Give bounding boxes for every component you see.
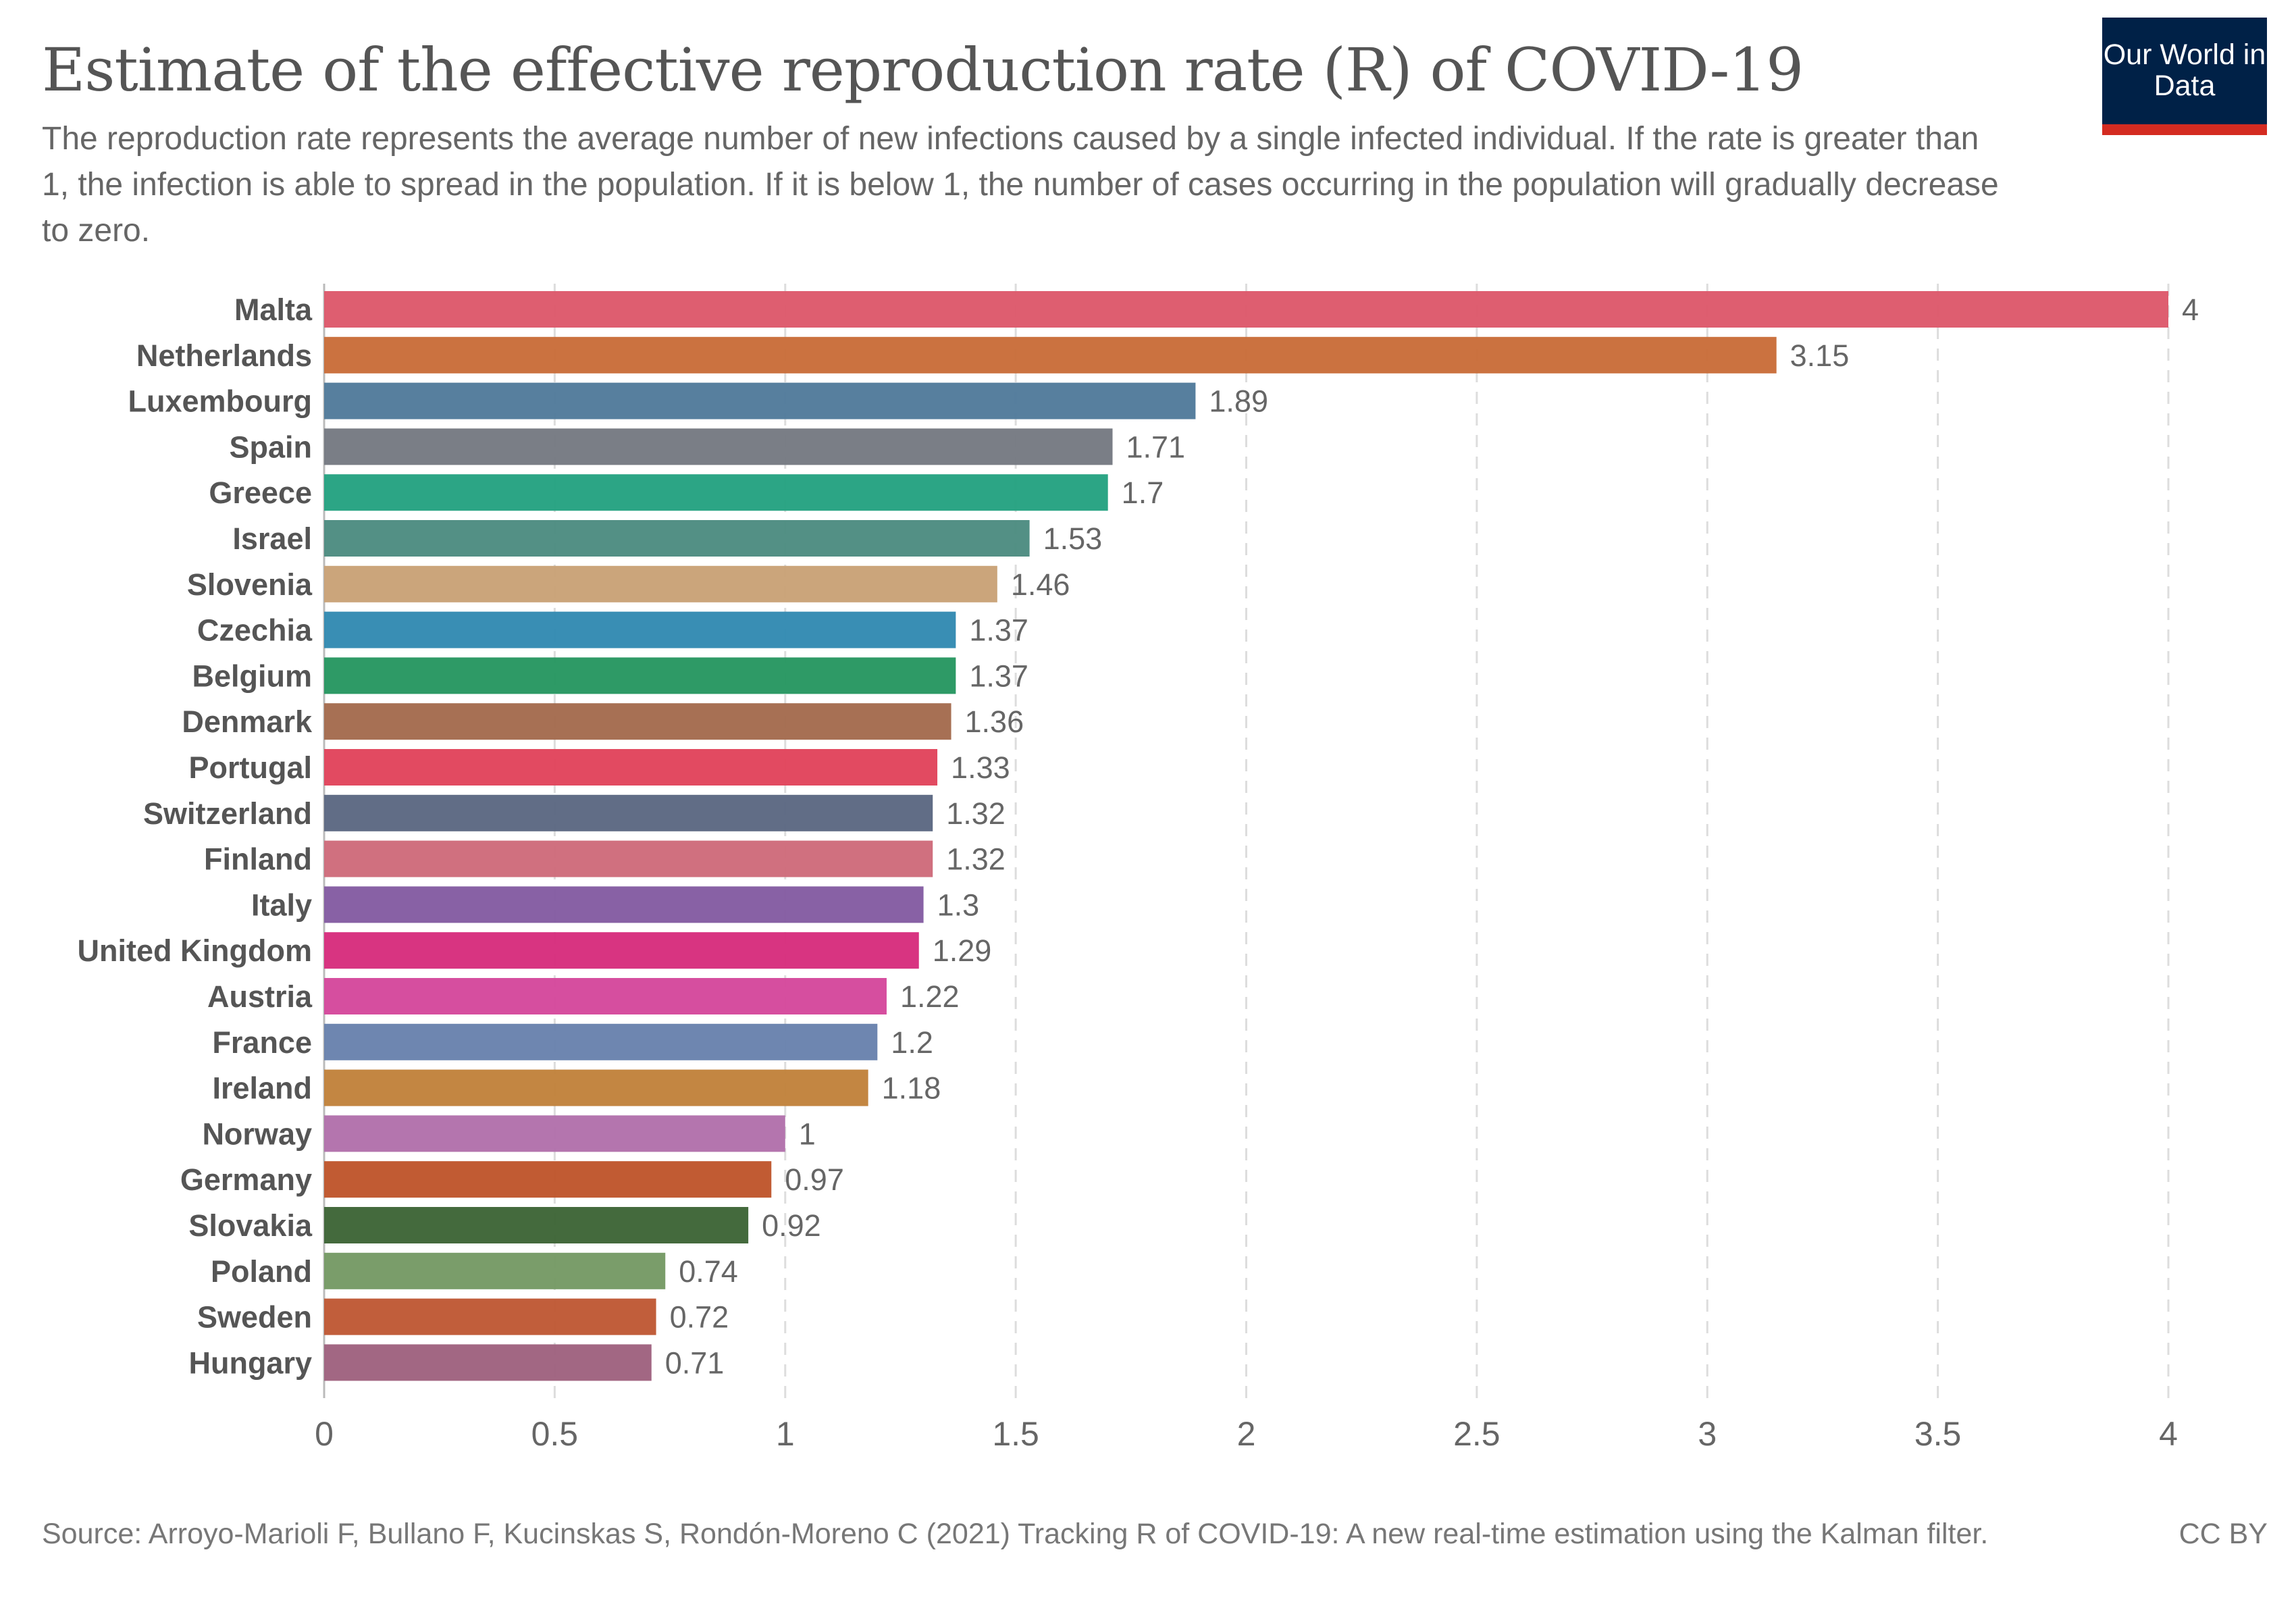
category-label: Greece bbox=[209, 475, 312, 510]
bar-portugal[interactable] bbox=[324, 749, 938, 786]
value-label: 0.72 bbox=[670, 1300, 729, 1335]
value-label: 3.15 bbox=[1790, 338, 1850, 373]
x-tick-label: 2 bbox=[1237, 1415, 1256, 1453]
source-note: Source: Arroyo-Marioli F, Bullano F, Kuc… bbox=[42, 1518, 1989, 1550]
value-label: 1.37 bbox=[969, 659, 1028, 693]
value-label: 4 bbox=[2182, 292, 2199, 327]
value-label: 1.36 bbox=[965, 704, 1024, 739]
bar-united-kingdom[interactable] bbox=[324, 932, 919, 969]
category-label: Norway bbox=[202, 1116, 312, 1151]
value-label: 1.22 bbox=[900, 979, 960, 1014]
bar-luxembourg[interactable] bbox=[324, 382, 1196, 419]
category-label: France bbox=[212, 1025, 312, 1060]
category-label: Slovakia bbox=[188, 1208, 313, 1243]
category-label: Poland bbox=[211, 1254, 312, 1289]
chart-title: Estimate of the effective reproduction r… bbox=[42, 35, 1804, 105]
category-label: Luxembourg bbox=[128, 384, 312, 419]
value-label: 1.53 bbox=[1043, 521, 1103, 556]
value-label: 1.33 bbox=[951, 750, 1010, 785]
category-label: Germany bbox=[180, 1162, 312, 1197]
value-label: 0.74 bbox=[679, 1254, 738, 1289]
value-label: 1.18 bbox=[882, 1071, 941, 1106]
category-label: Ireland bbox=[212, 1071, 312, 1106]
bar-switzerland[interactable] bbox=[324, 794, 933, 831]
value-label: 0.92 bbox=[762, 1208, 821, 1243]
category-label: Hungary bbox=[188, 1345, 312, 1380]
bar-spain[interactable] bbox=[324, 428, 1113, 465]
bar-sweden[interactable] bbox=[324, 1298, 656, 1335]
bar-netherlands[interactable] bbox=[324, 336, 1777, 374]
x-tick-label: 3.5 bbox=[1914, 1415, 1962, 1453]
bar-slovakia[interactable] bbox=[324, 1207, 749, 1243]
bar-ireland[interactable] bbox=[324, 1069, 868, 1106]
category-label: Sweden bbox=[197, 1300, 312, 1335]
bar-poland[interactable] bbox=[324, 1252, 666, 1289]
category-label: United Kingdom bbox=[78, 933, 312, 968]
category-label: Slovenia bbox=[187, 567, 313, 602]
bar-belgium[interactable] bbox=[324, 657, 956, 694]
x-tick-label: 1.5 bbox=[992, 1415, 1039, 1453]
bar-czechia[interactable] bbox=[324, 611, 956, 648]
chart-subtitle: The reproduction rate represents the ave… bbox=[42, 121, 1999, 249]
bar-slovenia[interactable] bbox=[324, 565, 997, 602]
value-label: 1.3 bbox=[937, 887, 980, 922]
x-tick-label: 3 bbox=[1698, 1415, 1717, 1453]
bar-denmark[interactable] bbox=[324, 703, 951, 740]
value-label: 1.89 bbox=[1209, 384, 1268, 419]
value-label: 1 bbox=[799, 1116, 816, 1151]
value-label: 1.7 bbox=[1122, 475, 1164, 510]
bar-germany[interactable] bbox=[324, 1161, 772, 1198]
bar-italy[interactable] bbox=[324, 886, 924, 923]
value-label: 1.32 bbox=[946, 842, 1006, 877]
bar-greece[interactable] bbox=[324, 474, 1108, 511]
category-label: Israel bbox=[232, 521, 312, 556]
value-label: 0.71 bbox=[665, 1345, 725, 1380]
logo-stripe bbox=[2102, 124, 2267, 135]
value-label: 1.2 bbox=[891, 1025, 933, 1060]
bar-austria[interactable] bbox=[324, 978, 887, 1014]
bar-france[interactable] bbox=[324, 1023, 878, 1060]
value-label: 1.37 bbox=[969, 613, 1028, 648]
category-label: Czechia bbox=[197, 613, 313, 648]
x-tick-label: 0 bbox=[315, 1415, 334, 1453]
x-tick-label: 1 bbox=[776, 1415, 795, 1453]
owid-logo[interactable]: Our World in Data bbox=[2102, 18, 2267, 135]
category-label: Malta bbox=[234, 292, 313, 327]
license-link[interactable]: CC BY bbox=[2178, 1518, 2268, 1550]
bar-finland[interactable] bbox=[324, 840, 933, 877]
category-label: Belgium bbox=[192, 659, 312, 693]
category-label: Switzerland bbox=[143, 796, 312, 831]
x-tick-label: 2.5 bbox=[1453, 1415, 1501, 1453]
value-label: 1.29 bbox=[933, 933, 992, 968]
value-label: 1.71 bbox=[1126, 430, 1186, 464]
value-label: 1.46 bbox=[1011, 567, 1070, 602]
x-tick-label: 0.5 bbox=[531, 1415, 579, 1453]
bar-israel[interactable] bbox=[324, 520, 1030, 557]
category-label: Italy bbox=[251, 887, 312, 922]
category-label: Finland bbox=[204, 842, 312, 877]
bar-norway[interactable] bbox=[324, 1115, 785, 1152]
value-label: 0.97 bbox=[785, 1162, 844, 1197]
category-label: Spain bbox=[229, 430, 312, 464]
x-tick-label: 4 bbox=[2159, 1415, 2178, 1453]
category-label: Denmark bbox=[182, 704, 313, 739]
bar-hungary[interactable] bbox=[324, 1344, 652, 1381]
value-label: 1.32 bbox=[946, 796, 1006, 831]
bar-malta[interactable] bbox=[324, 291, 2168, 328]
category-label: Portugal bbox=[188, 750, 312, 785]
logo-text: Our World in Data bbox=[2103, 38, 2266, 102]
category-label: Austria bbox=[207, 979, 313, 1014]
category-label: Netherlands bbox=[136, 338, 312, 373]
